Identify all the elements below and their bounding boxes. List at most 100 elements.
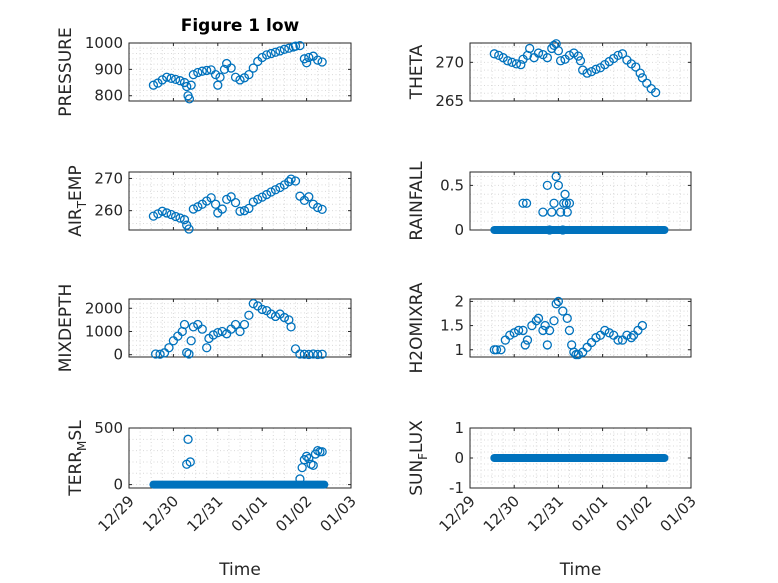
grid — [469, 299, 692, 357]
data-point — [521, 198, 532, 208]
data-point — [549, 198, 559, 208]
data-point — [509, 328, 519, 338]
y-tick-label: 900 — [94, 60, 123, 78]
data-point — [553, 296, 564, 307]
data-point — [162, 72, 172, 82]
data-point — [244, 203, 254, 214]
y-axis-label: MIXDEPTH — [56, 284, 76, 373]
subplot-mixdepth: 0 1000 2000 MIXDEPTH — [56, 284, 352, 373]
data-point — [186, 336, 196, 346]
data-point — [186, 80, 196, 90]
data-point — [313, 55, 323, 65]
data-point — [182, 347, 192, 358]
data-point — [197, 324, 207, 334]
y-tick-label: 265 — [435, 92, 464, 110]
data-point — [188, 204, 199, 214]
y-tick-label: 2000 — [85, 299, 123, 317]
data-point — [166, 73, 176, 83]
data-point — [562, 313, 572, 323]
y-tick-label: 270 — [94, 169, 123, 187]
data-point — [253, 194, 263, 205]
data-point — [244, 69, 254, 80]
data-point — [507, 57, 517, 67]
grid — [469, 43, 692, 102]
y-axis-label: TERRMSL — [66, 420, 89, 497]
data-point — [170, 74, 181, 85]
subplot-rainfall: 0 0.5 RAINFALL — [407, 161, 692, 241]
y-tick-label: 1 — [454, 341, 464, 359]
data-point — [148, 211, 159, 221]
data-point — [297, 462, 307, 473]
data-point — [148, 80, 159, 90]
y-axis-label: SUNFLUX — [407, 420, 430, 496]
data-point — [542, 180, 552, 191]
y-tick-label: 270 — [435, 53, 464, 71]
data-point — [555, 56, 566, 66]
data-point — [304, 349, 314, 360]
data-point — [286, 322, 296, 332]
data-point — [248, 298, 258, 309]
data-point — [553, 46, 564, 56]
y-tick-label: 260 — [94, 202, 123, 220]
y-tick-label: 1.5 — [440, 317, 464, 335]
subplot-terr-msl: 0 500 TERRMSL 12/29 12/30 12/31 01/01 01/02 01/0… — [66, 419, 360, 580]
data-point — [266, 48, 276, 59]
data-point — [222, 194, 232, 205]
data-point — [650, 87, 661, 98]
data-point — [516, 60, 526, 70]
data-point — [275, 182, 285, 193]
data-point — [184, 94, 195, 104]
y-tick-label: 0 — [113, 346, 123, 364]
data-point — [317, 349, 327, 359]
data-point — [637, 320, 648, 331]
data-point — [586, 66, 597, 77]
data-point — [188, 69, 199, 80]
y-axis-label: RAINFALL — [407, 161, 427, 241]
data-point — [270, 185, 281, 195]
x-tick-label: 12/29 — [436, 492, 479, 535]
data-point — [217, 326, 227, 337]
x-tick-label: 01/03 — [317, 492, 360, 535]
subplot-sun-flux: -1 0 1 SUNFLUX 12/29 12/30 12/31 01/01 01/02 01/0… — [407, 419, 700, 580]
data-point — [266, 187, 276, 197]
data-point — [496, 345, 506, 355]
data-point — [179, 215, 190, 225]
data-point — [582, 68, 592, 78]
data-point — [522, 335, 533, 345]
y-tick-label: 0 — [113, 476, 123, 494]
data-point — [562, 207, 572, 217]
data-point — [542, 340, 552, 350]
data-point — [266, 309, 276, 319]
data-point — [208, 330, 219, 340]
data-point — [549, 316, 559, 326]
data-point — [313, 349, 323, 360]
data-point — [286, 174, 296, 184]
grid — [128, 171, 352, 231]
data-point — [235, 206, 245, 216]
data-point — [235, 326, 245, 337]
data-point — [308, 460, 318, 471]
data-point — [559, 198, 569, 208]
data-point — [544, 325, 555, 336]
data-point — [317, 204, 327, 215]
y-tick-label: 0 — [454, 449, 464, 467]
x-tick-label: 01/03 — [657, 492, 700, 535]
data-point — [582, 342, 592, 352]
data-point — [591, 64, 601, 74]
data-point — [270, 47, 281, 57]
data-point — [635, 68, 645, 78]
data-point — [157, 206, 167, 216]
data-point — [230, 197, 241, 208]
data-point — [284, 43, 294, 53]
y-axis-label: THETA — [407, 44, 427, 100]
axes-frame — [469, 42, 692, 102]
data-point — [193, 67, 203, 78]
data-point — [295, 474, 305, 484]
data-point — [257, 304, 267, 315]
y-axis-label: H2OMIXRA — [407, 282, 427, 373]
data-point — [561, 198, 572, 208]
data-point — [261, 50, 272, 60]
data-point — [531, 316, 541, 326]
data-point — [569, 347, 579, 357]
